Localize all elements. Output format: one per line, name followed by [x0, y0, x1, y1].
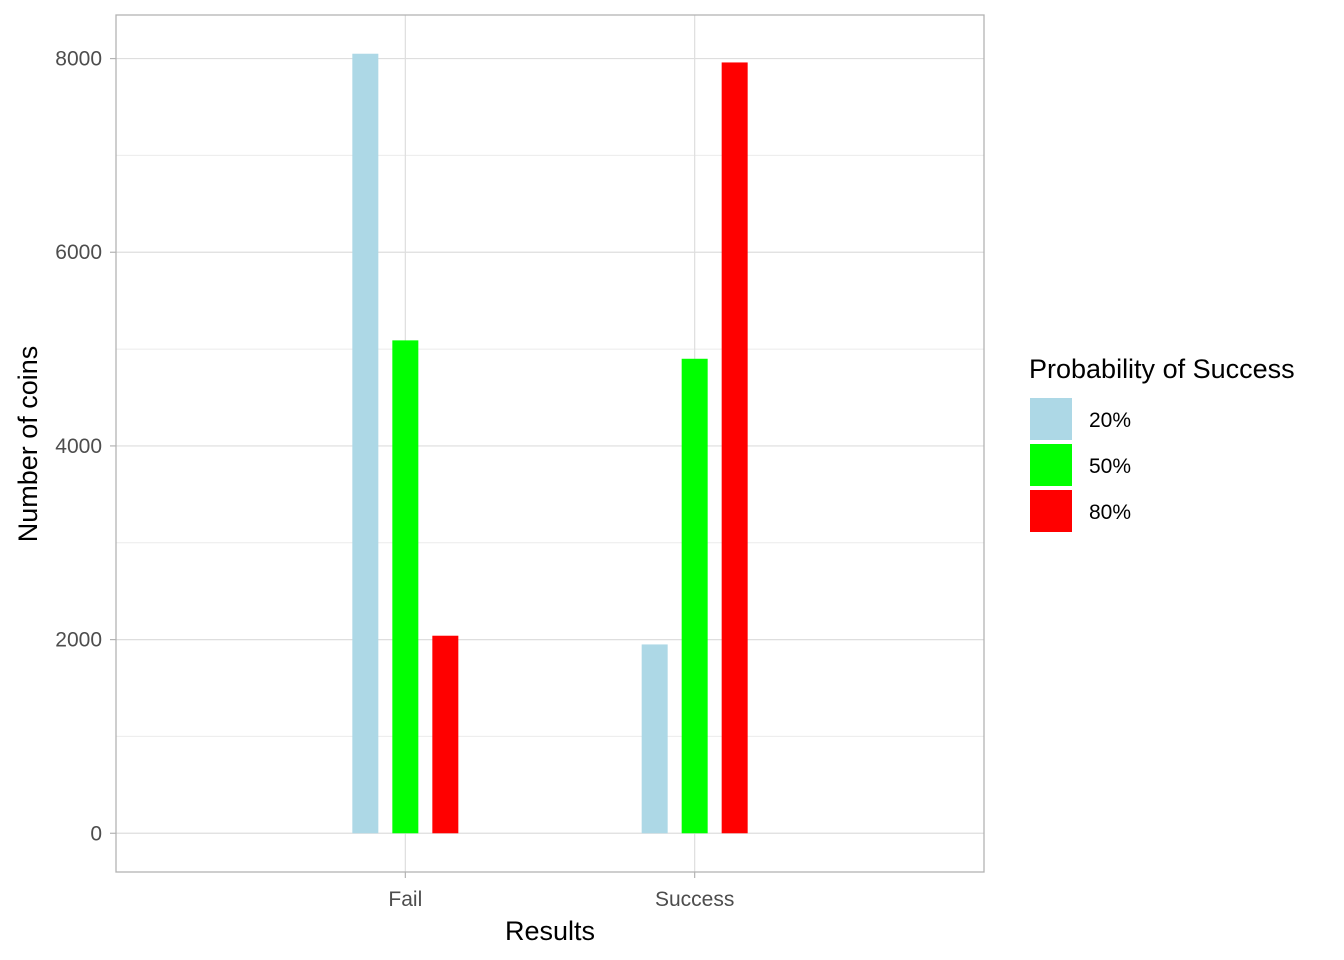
x-tick-label: Fail	[388, 888, 422, 911]
legend-key-80pct	[1030, 490, 1072, 532]
plot-panel	[116, 15, 984, 872]
y-tick-label: 4000	[55, 435, 102, 458]
legend-label: 20%	[1089, 409, 1131, 432]
y-tick-label: 6000	[55, 241, 102, 264]
bar-success-20pct	[641, 644, 668, 834]
y-axis-title: Number of coins	[13, 346, 43, 543]
legend-title: Probability of Success	[1029, 354, 1295, 384]
legend-key-20pct	[1030, 398, 1072, 440]
grid-minor-lines	[116, 154, 984, 737]
x-axis-ticks: Fail Success	[388, 872, 734, 911]
legend-label: 50%	[1089, 455, 1131, 478]
bar-fail-50pct	[392, 340, 419, 834]
bar-fail-20pct	[352, 53, 379, 834]
y-axis-ticks: 0 2000 4000 6000 8000	[55, 48, 116, 845]
x-tick-label: Success	[655, 888, 734, 911]
legend-label: 80%	[1089, 501, 1131, 524]
legend: 20% 50% 80%	[1030, 398, 1131, 532]
bar-success-50pct	[681, 358, 708, 834]
bar-success-80pct	[721, 62, 748, 834]
y-tick-label: 0	[90, 822, 102, 845]
bars-group	[352, 53, 748, 834]
y-tick-label: 8000	[55, 48, 102, 71]
legend-key-50pct	[1030, 444, 1072, 486]
bar-fail-80pct	[432, 635, 459, 834]
plot-border	[115, 14, 985, 873]
x-axis-title: Results	[505, 916, 595, 946]
y-tick-label: 2000	[55, 629, 102, 652]
